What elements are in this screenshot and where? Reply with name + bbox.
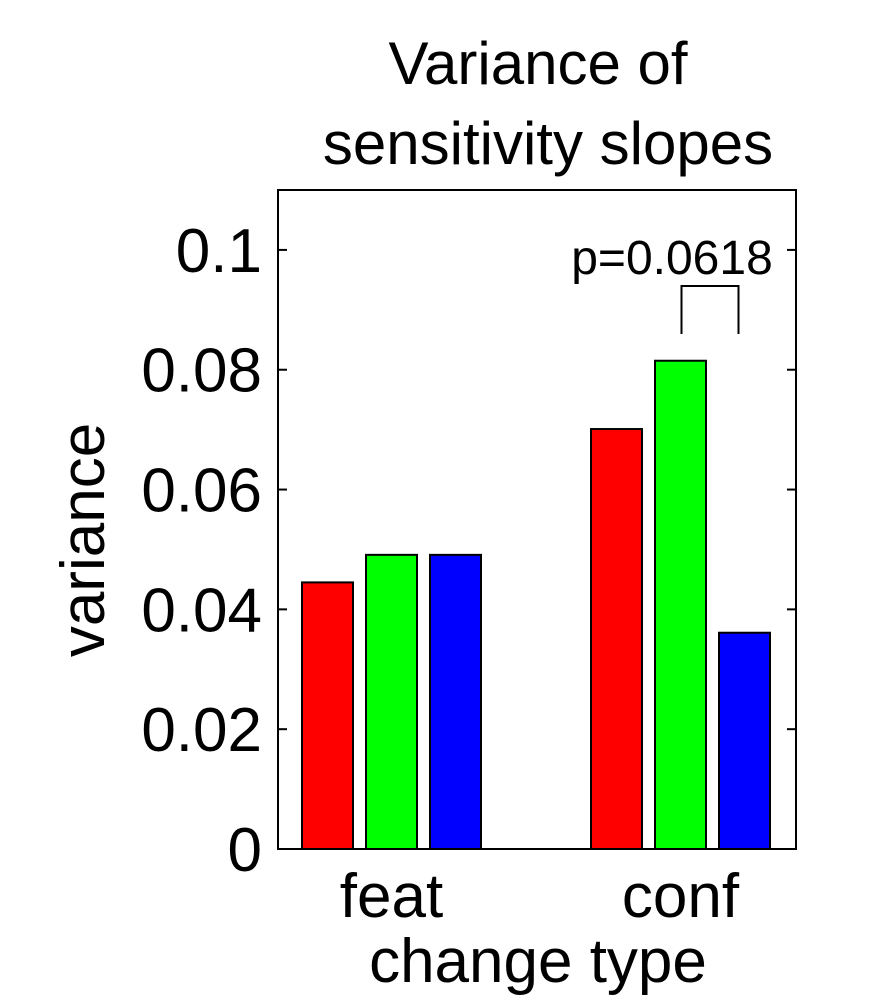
y-tick-label: 0.08 <box>141 337 262 406</box>
bars-layer <box>301 359 771 851</box>
y-tick-label: 0.02 <box>141 696 262 765</box>
bar-conf-series-3 <box>718 631 771 851</box>
significance-bracket <box>680 285 740 334</box>
y-tick-label: 0.04 <box>141 576 262 645</box>
bar-feat-series-2 <box>365 553 418 850</box>
bar-feat-series-3 <box>429 553 482 850</box>
x-axis-label: change type <box>369 927 707 996</box>
x-tick-label-conf: conf <box>622 862 740 931</box>
p-value-label: p=0.0618 <box>571 232 773 285</box>
plot-area-frame <box>277 189 797 850</box>
y-ticks-layer: 0 0.02 0.04 0.06 0.08 0.1 <box>141 217 796 885</box>
annotation-layer: p=0.0618 <box>571 232 773 334</box>
bar-conf-series-2 <box>654 359 707 850</box>
chart-title: Variance of sensitivity slopes <box>323 30 773 177</box>
y-axis-label: variance <box>49 423 118 657</box>
y-tick-label: 0.06 <box>141 457 262 526</box>
x-ticks-layer: feat conf <box>340 862 740 931</box>
x-tick-label-feat: feat <box>340 862 443 931</box>
y-tick-label: 0.1 <box>176 217 262 286</box>
bar-conf-series-1 <box>590 428 643 850</box>
chart-title-line-2: sensitivity slopes <box>323 110 773 177</box>
chart-title-line-1: Variance of <box>388 30 687 97</box>
y-tick-label: 0 <box>228 816 262 885</box>
bar-feat-series-1 <box>301 581 354 850</box>
